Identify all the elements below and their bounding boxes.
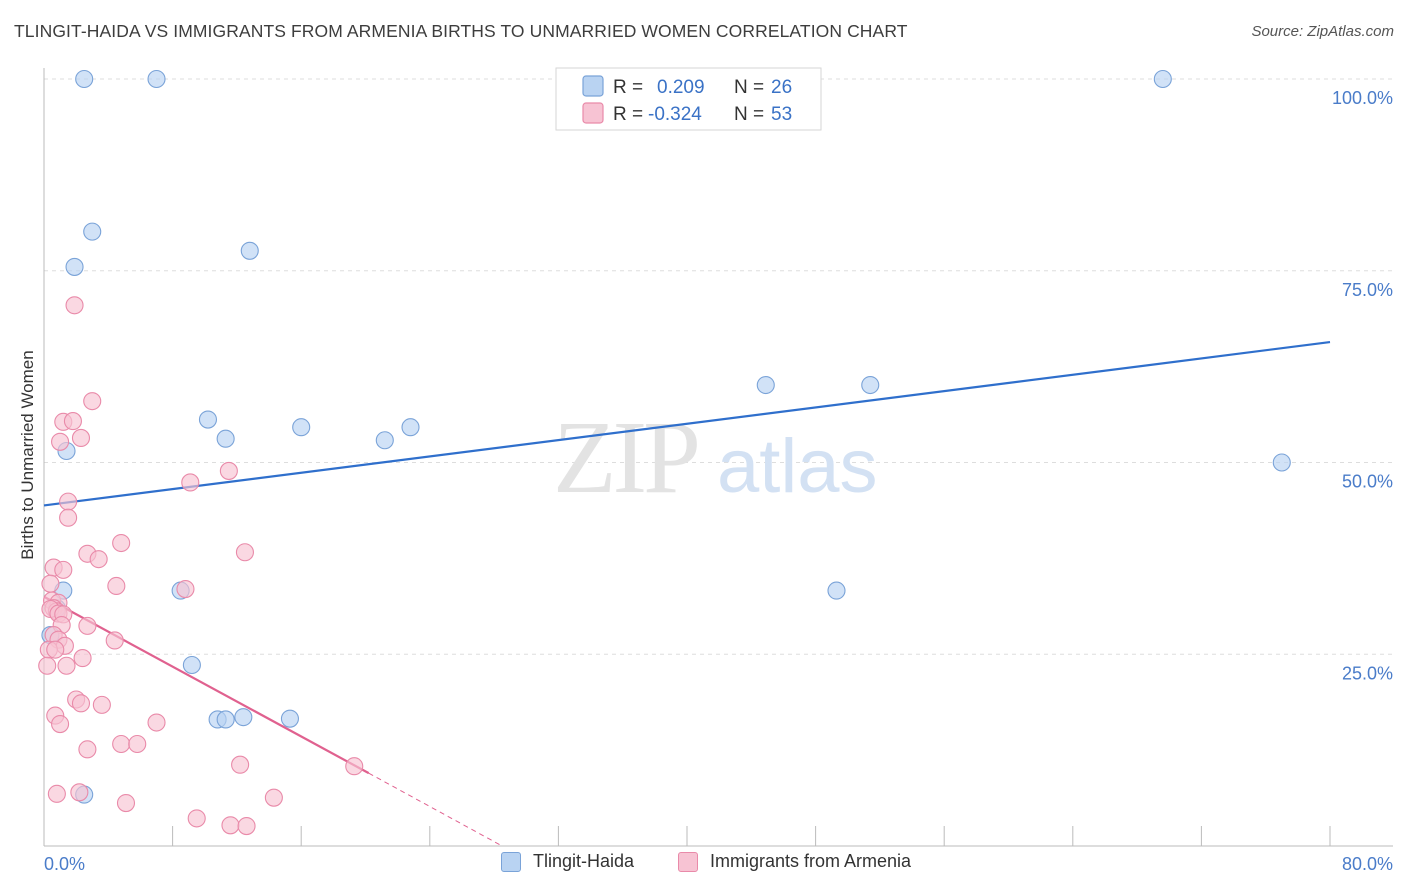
point-armenia-47 bbox=[345, 757, 364, 776]
legend-swatch-armenia bbox=[582, 102, 604, 124]
legend-r-label-2: R = bbox=[613, 104, 643, 125]
watermark: ZIP atlas bbox=[553, 400, 878, 515]
watermark-zip: ZIP bbox=[553, 400, 697, 515]
tick-labels: 25.0% 50.0% 75.0% 100.0% 0.0% 80.0% bbox=[44, 88, 1393, 874]
point-armenia-50 bbox=[116, 793, 136, 813]
point-armenia-27 bbox=[78, 616, 97, 635]
point-tlingit-haida-9 bbox=[292, 418, 311, 437]
legend-n-value-1: 26 bbox=[771, 77, 792, 98]
point-armenia-43 bbox=[112, 734, 131, 754]
point-tlingit-haida-23 bbox=[280, 709, 299, 728]
legend-item-tlingit-haida: Tlingit-Haida bbox=[501, 851, 634, 872]
y-tick-label-1: 50.0% bbox=[1342, 472, 1393, 492]
point-tlingit-haida-17 bbox=[827, 581, 846, 600]
axes bbox=[43, 68, 1393, 847]
legend-swatch-blue bbox=[501, 851, 521, 872]
point-armenia-52 bbox=[187, 809, 206, 828]
point-armenia-17 bbox=[107, 576, 126, 596]
point-armenia-53 bbox=[221, 816, 240, 835]
point-armenia-13 bbox=[89, 550, 108, 569]
point-armenia-7 bbox=[181, 473, 200, 492]
point-armenia-41 bbox=[51, 714, 70, 734]
point-armenia-5 bbox=[51, 432, 70, 451]
trend-extension-armenia bbox=[368, 772, 503, 847]
y-tick-label-2: 75.0% bbox=[1342, 280, 1393, 300]
point-tlingit-haida-0 bbox=[75, 69, 94, 89]
y-tick-label-3: 100.0% bbox=[1332, 88, 1393, 108]
source-credit: Source: ZipAtlas.com bbox=[1251, 23, 1394, 40]
point-armenia-15 bbox=[54, 560, 73, 579]
point-armenia-45 bbox=[78, 740, 97, 759]
point-armenia-49 bbox=[70, 783, 89, 802]
point-tlingit-haida-6 bbox=[756, 375, 775, 395]
point-armenia-51 bbox=[264, 788, 283, 807]
point-tlingit-haida-22 bbox=[234, 708, 253, 727]
point-armenia-42 bbox=[147, 713, 166, 732]
legend-swatch-tlingit-haida bbox=[582, 75, 604, 97]
legend-label-tlingit-haida: Tlingit-Haida bbox=[533, 851, 635, 871]
point-tlingit-haida-11 bbox=[216, 429, 235, 448]
point-tlingit-haida-10 bbox=[401, 418, 420, 437]
legend-box: R = 0.209 N = 26 R = -0.324 N = 53 bbox=[555, 67, 822, 131]
point-armenia-54 bbox=[237, 817, 256, 836]
legend-r-value-1: 0.209 bbox=[657, 77, 705, 98]
bottom-legend: Tlingit-Haida Immigrants from Armenia bbox=[0, 851, 1406, 879]
point-tlingit-haida-5 bbox=[65, 257, 84, 276]
point-armenia-36 bbox=[38, 656, 57, 675]
data-points bbox=[38, 69, 1291, 836]
point-armenia-8 bbox=[59, 492, 78, 511]
point-armenia-39 bbox=[92, 695, 111, 714]
gridlines bbox=[44, 78, 1393, 655]
point-armenia-1 bbox=[83, 392, 102, 411]
point-armenia-16 bbox=[41, 574, 60, 593]
trend-line-armenia bbox=[43, 595, 370, 775]
legend-n-label-2: N = bbox=[734, 104, 764, 125]
legend-swatch-pink bbox=[678, 851, 698, 872]
trend-lines bbox=[43, 340, 1331, 847]
point-armenia-34 bbox=[73, 649, 92, 668]
x-tick-label-1: 80.0% bbox=[1342, 854, 1393, 874]
point-tlingit-haida-19 bbox=[182, 655, 201, 675]
point-armenia-11 bbox=[235, 543, 254, 562]
point-tlingit-haida-1 bbox=[147, 69, 166, 89]
point-armenia-10 bbox=[112, 533, 131, 553]
watermark-atlas: atlas bbox=[717, 424, 878, 509]
legend-r-label-1: R = bbox=[613, 77, 643, 98]
point-armenia-33 bbox=[46, 640, 65, 659]
point-armenia-4 bbox=[71, 428, 91, 448]
x-tick-label-0: 0.0% bbox=[44, 854, 85, 874]
point-armenia-48 bbox=[47, 784, 66, 803]
point-armenia-46 bbox=[231, 755, 250, 774]
point-armenia-3 bbox=[63, 412, 82, 431]
point-tlingit-haida-7 bbox=[861, 375, 880, 395]
legend-label-armenia: Immigrants from Armenia bbox=[710, 851, 912, 871]
point-armenia-6 bbox=[219, 461, 238, 480]
point-armenia-18 bbox=[176, 580, 195, 599]
point-armenia-35 bbox=[57, 656, 76, 675]
point-armenia-0 bbox=[65, 296, 84, 315]
legend-item-armenia: Immigrants from Armenia bbox=[678, 851, 911, 872]
point-tlingit-haida-2 bbox=[1153, 69, 1172, 89]
chart-title: TLINGIT-HAIDA VS IMMIGRANTS FROM ARMENIA… bbox=[14, 21, 908, 41]
trend-line-tlingit-haida bbox=[43, 340, 1331, 507]
point-tlingit-haida-3 bbox=[83, 222, 102, 241]
point-tlingit-haida-21 bbox=[216, 710, 235, 729]
point-armenia-44 bbox=[128, 734, 147, 754]
legend-n-label-1: N = bbox=[734, 77, 764, 98]
point-tlingit-haida-12 bbox=[375, 431, 394, 450]
legend-r-value-2: -0.324 bbox=[648, 104, 702, 125]
point-armenia-38 bbox=[71, 694, 91, 713]
point-armenia-30 bbox=[105, 631, 124, 650]
point-tlingit-haida-4 bbox=[240, 241, 259, 260]
point-tlingit-haida-14 bbox=[1272, 453, 1291, 472]
y-tick-label-0: 25.0% bbox=[1342, 663, 1393, 683]
legend-n-value-2: 53 bbox=[771, 104, 792, 125]
point-armenia-9 bbox=[59, 508, 78, 527]
point-tlingit-haida-8 bbox=[198, 410, 218, 429]
